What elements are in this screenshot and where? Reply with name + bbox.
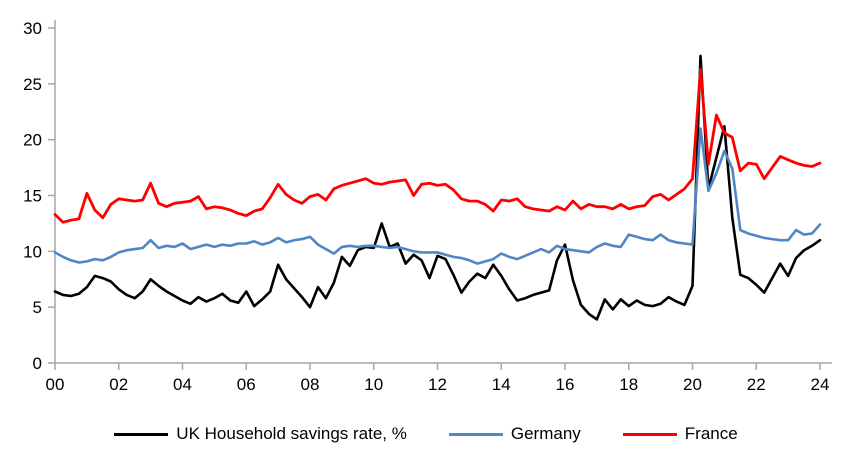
x-tick-label: 08: [301, 375, 320, 394]
y-tick-label: 25: [23, 75, 42, 94]
legend-label-uk: UK Household savings rate, %: [176, 424, 407, 443]
x-tick-label: 10: [364, 375, 383, 394]
chart-legend: UK Household savings rate, % Germany Fra…: [0, 424, 852, 444]
x-tick-label: 16: [556, 375, 575, 394]
line-chart: 0 5 10 15 20 25 30 00 02 04 06 08 10 12 14 16 18 20 22 24: [23, 19, 832, 394]
x-tick-label: 18: [619, 375, 638, 394]
x-tick-label: 22: [747, 375, 766, 394]
legend-swatch-uk: [114, 432, 169, 436]
legend-swatch-france: [622, 432, 677, 436]
legend-item-germany: Germany: [448, 424, 581, 444]
y-tick-label: 10: [23, 242, 42, 261]
legend-label-germany: Germany: [510, 424, 581, 443]
y-tick-label: 20: [23, 131, 42, 150]
x-tick-label: 06: [237, 375, 256, 394]
legend-swatch-germany: [448, 432, 503, 436]
legend-label-france: France: [684, 424, 738, 443]
x-tick-label: 00: [46, 375, 65, 394]
x-tick-label: 04: [173, 375, 192, 394]
x-tick-label: 12: [428, 375, 447, 394]
x-tick-label: 20: [683, 375, 702, 394]
y-tick-label: 30: [23, 19, 42, 38]
y-tick-label: 0: [33, 354, 42, 373]
series-line-germany: [53, 127, 822, 265]
y-tick-label: 5: [33, 298, 42, 317]
y-tick-label: 15: [23, 187, 42, 206]
series-line-france: [53, 67, 822, 224]
x-tick-label: 14: [492, 375, 511, 394]
x-tick-label: 24: [811, 375, 830, 394]
x-tick-label: 02: [109, 375, 128, 394]
legend-item-uk: UK Household savings rate, %: [114, 424, 407, 444]
legend-item-france: France: [622, 424, 738, 444]
series-line-uk: [53, 54, 822, 321]
